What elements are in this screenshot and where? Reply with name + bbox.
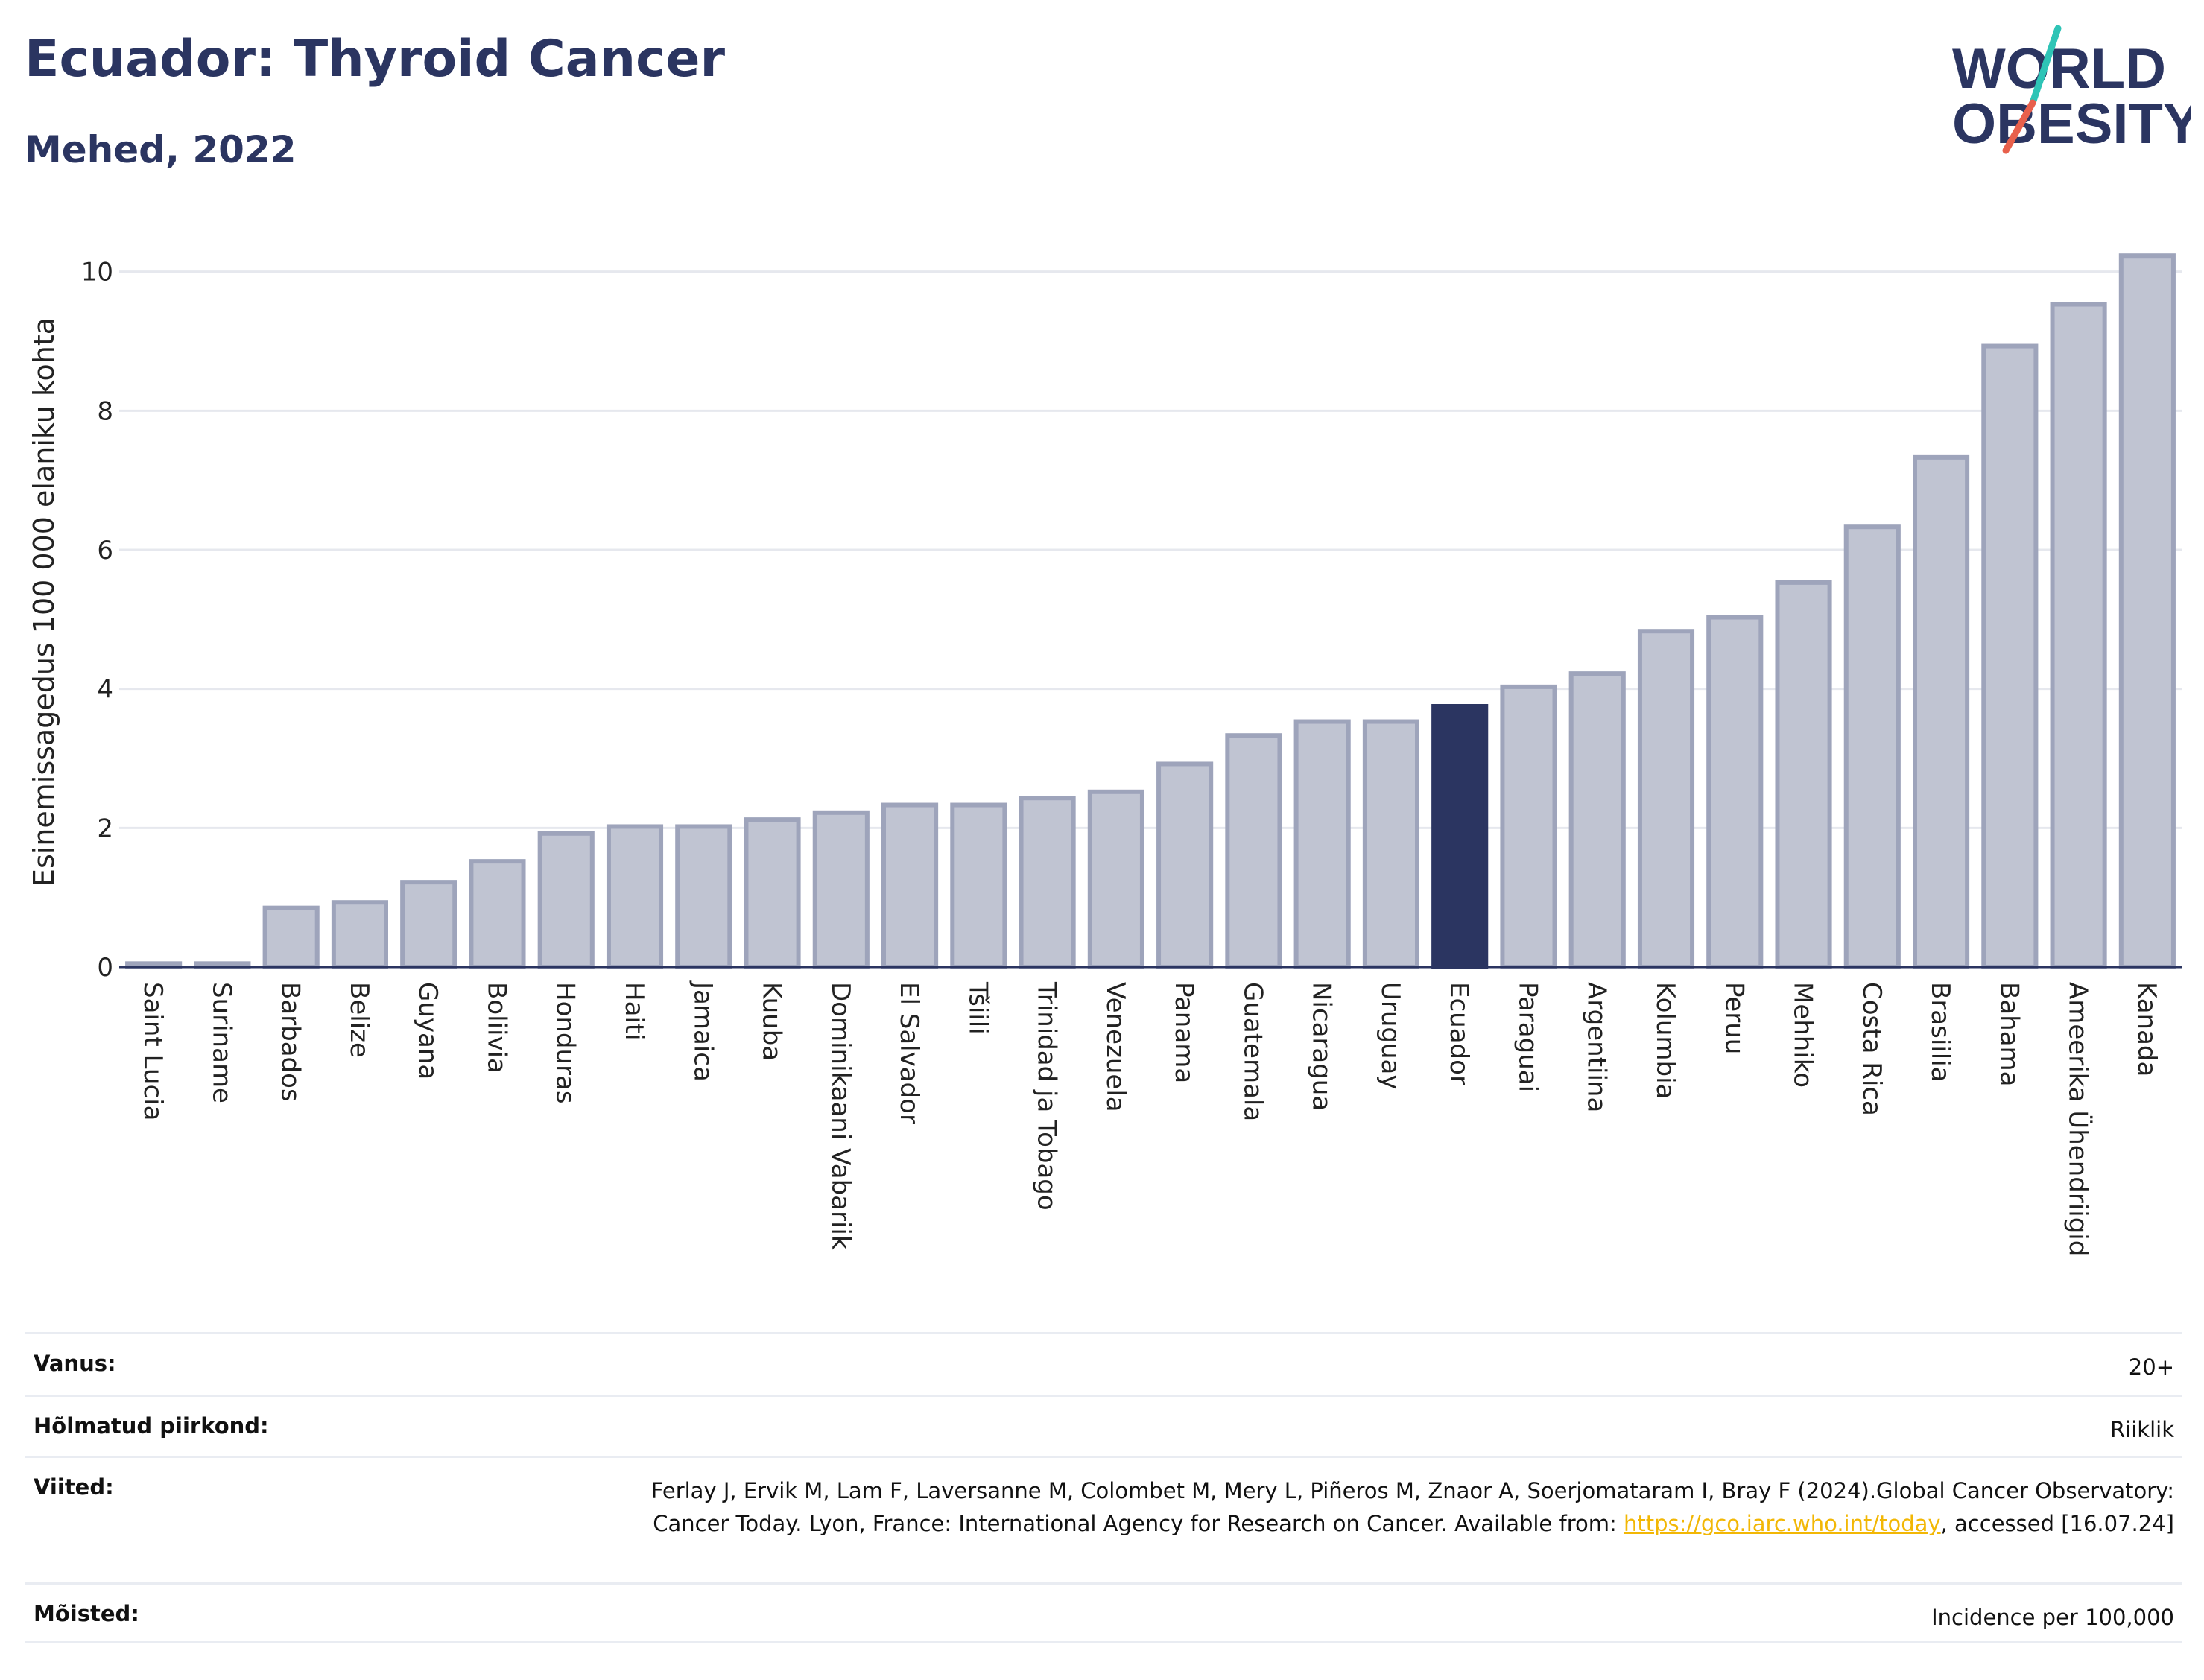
bar xyxy=(1019,796,1076,969)
x-tick-label: Bahama xyxy=(1994,982,2024,1087)
bar xyxy=(1568,671,1626,970)
x-tick-label: Haiti xyxy=(619,982,649,1041)
x-tick-label: El Salvador xyxy=(894,982,924,1124)
y-tick-label: 2 xyxy=(97,814,113,843)
metadata-table: Vanus: 20+ Hõlmatud piirkond: Riiklik Vi… xyxy=(25,1332,2182,1643)
bar xyxy=(1843,524,1901,969)
y-tick-label: 0 xyxy=(97,953,113,983)
x-tick-label: Ecuador xyxy=(1444,982,1474,1085)
y-tick-label: 6 xyxy=(97,536,113,565)
bar xyxy=(262,905,320,969)
bar xyxy=(2118,253,2176,969)
x-tick-label: Peruu xyxy=(1719,982,1749,1054)
meta-row-age: Vanus: 20+ xyxy=(25,1332,2182,1395)
bar xyxy=(606,824,664,970)
x-tick-label: Guatemala xyxy=(1238,982,1267,1121)
bar xyxy=(469,859,526,969)
x-tick-label: Costa Rica xyxy=(1857,982,1887,1116)
x-tick-label: Dominikaani Vabariik xyxy=(826,982,855,1250)
x-tick-label: Barbados xyxy=(276,982,305,1102)
bars xyxy=(125,253,2176,970)
y-tick-label: 8 xyxy=(97,396,113,426)
meta-label-age: Vanus: xyxy=(34,1351,116,1376)
logo-line1: WORLD xyxy=(1952,37,2166,101)
bar xyxy=(1706,615,1764,969)
x-tick-label: Saint Lucia xyxy=(138,982,168,1120)
bar xyxy=(331,900,388,969)
meta-value-definitions: Incidence per 100,000 xyxy=(1931,1605,2174,1630)
x-tick-label: Belize xyxy=(344,982,374,1058)
meta-label-references: Viited: xyxy=(34,1474,114,1500)
bar xyxy=(1431,704,1489,969)
logo-slash-coral xyxy=(2002,99,2036,154)
bar xyxy=(537,831,595,970)
meta-value-age: 20+ xyxy=(2128,1354,2174,1380)
page-subtitle: Mehed, 2022 xyxy=(25,128,297,171)
x-tick-label: Panama xyxy=(1169,982,1199,1083)
bar xyxy=(1500,684,1557,969)
x-tick-label: Brasiilia xyxy=(1925,982,1955,1082)
x-tick-label: Nicaragua xyxy=(1307,982,1337,1111)
bar xyxy=(1293,719,1351,969)
meta-row-references: Viited: Ferlay J, Ervik M, Lam F, Lavers… xyxy=(25,1456,2182,1582)
meta-label-definitions: Mõisted: xyxy=(34,1601,139,1626)
bar xyxy=(1225,733,1282,969)
y-tick-label: 10 xyxy=(81,258,113,288)
grid-lines xyxy=(119,270,2182,829)
meta-value-region: Riiklik xyxy=(2110,1417,2174,1442)
y-tick-labels: 0 2 4 6 8 10 xyxy=(81,258,113,983)
x-tick-label: Argentiina xyxy=(1582,982,1612,1112)
x-tick-label: Trinidad ja Tobago xyxy=(1032,981,1062,1211)
bar xyxy=(675,824,732,970)
logo-line2: OBESITY xyxy=(1952,92,2191,156)
x-tick-label: Venezuela xyxy=(1101,982,1130,1112)
x-tick-label: Kolumbia xyxy=(1650,982,1680,1099)
bar xyxy=(1362,719,1419,969)
meta-value-references: Ferlay J, Ervik M, Lam F, Laversanne M, … xyxy=(572,1474,2174,1540)
reference-text: Ferlay J, Ervik M, Lam F, Laversanne M, … xyxy=(650,1478,2174,1536)
x-tick-label: Tšiili xyxy=(963,981,992,1035)
bar-chart: 0 2 4 6 8 10 Saint Lucia Suriname Barbados Beliz… xyxy=(28,253,2182,1256)
bar xyxy=(1775,580,1832,969)
page-title: Ecuador: Thyroid Cancer xyxy=(25,30,726,89)
reference-suffix: , accessed [16.07.24] xyxy=(1940,1511,2174,1536)
logo-slash-teal xyxy=(2029,25,2062,107)
x-tick-label: Boliivia xyxy=(481,982,511,1074)
bar xyxy=(1156,761,1214,969)
x-tick-label: Jamaica xyxy=(688,980,718,1082)
bar xyxy=(950,802,1007,969)
x-tick-label: Kanada xyxy=(2132,982,2162,1077)
bar xyxy=(1637,629,1695,969)
bar xyxy=(812,810,870,970)
x-tick-label: Suriname xyxy=(206,982,236,1103)
x-tick-label: Ameerika Ühendriigid xyxy=(2063,982,2094,1256)
bar xyxy=(1981,343,2039,969)
x-tick-label: Honduras xyxy=(551,982,580,1104)
x-tick-label: Guyana xyxy=(413,982,443,1080)
y-tick-label: 4 xyxy=(97,675,113,705)
x-tick-labels: Saint Lucia Suriname Barbados Belize Guyana B… xyxy=(138,980,2162,1256)
bar xyxy=(1913,454,1970,969)
x-tick-label: Kuuba xyxy=(757,982,787,1061)
meta-row-definitions: Mõisted: Incidence per 100,000 xyxy=(25,1582,2182,1643)
bar xyxy=(744,817,801,969)
meta-row-region: Hõlmatud piirkond: Riiklik xyxy=(25,1395,2182,1456)
bar xyxy=(881,802,939,969)
world-obesity-logo: WORLD OBESITY xyxy=(1952,25,2191,156)
bar xyxy=(400,880,457,969)
meta-label-region: Hõlmatud piirkond: xyxy=(34,1413,269,1439)
x-tick-label: Paraguai xyxy=(1513,982,1542,1092)
x-tick-label: Uruguay xyxy=(1375,982,1405,1090)
bar xyxy=(2050,302,2107,969)
bar xyxy=(1087,789,1144,970)
y-axis-title: Esinemissagedus 100 000 elaniku kohta xyxy=(28,317,60,887)
reference-link[interactable]: https://gco.iarc.who.int/today xyxy=(1623,1511,1941,1536)
x-tick-label: Mehhiko xyxy=(1788,982,1818,1088)
